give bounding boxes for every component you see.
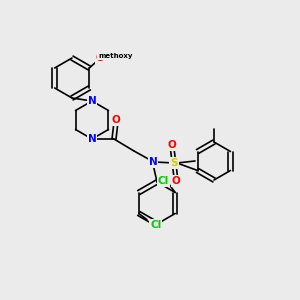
Text: O: O [168, 140, 176, 150]
Text: O: O [96, 53, 105, 63]
Text: Cl: Cl [158, 176, 169, 185]
Text: N: N [88, 96, 96, 106]
Text: N: N [148, 157, 158, 167]
Text: O: O [112, 115, 120, 125]
Text: O: O [172, 176, 180, 186]
Text: N: N [88, 134, 96, 144]
Text: methoxy: methoxy [98, 53, 133, 59]
Text: Cl: Cl [150, 220, 161, 230]
Text: S: S [170, 158, 178, 168]
